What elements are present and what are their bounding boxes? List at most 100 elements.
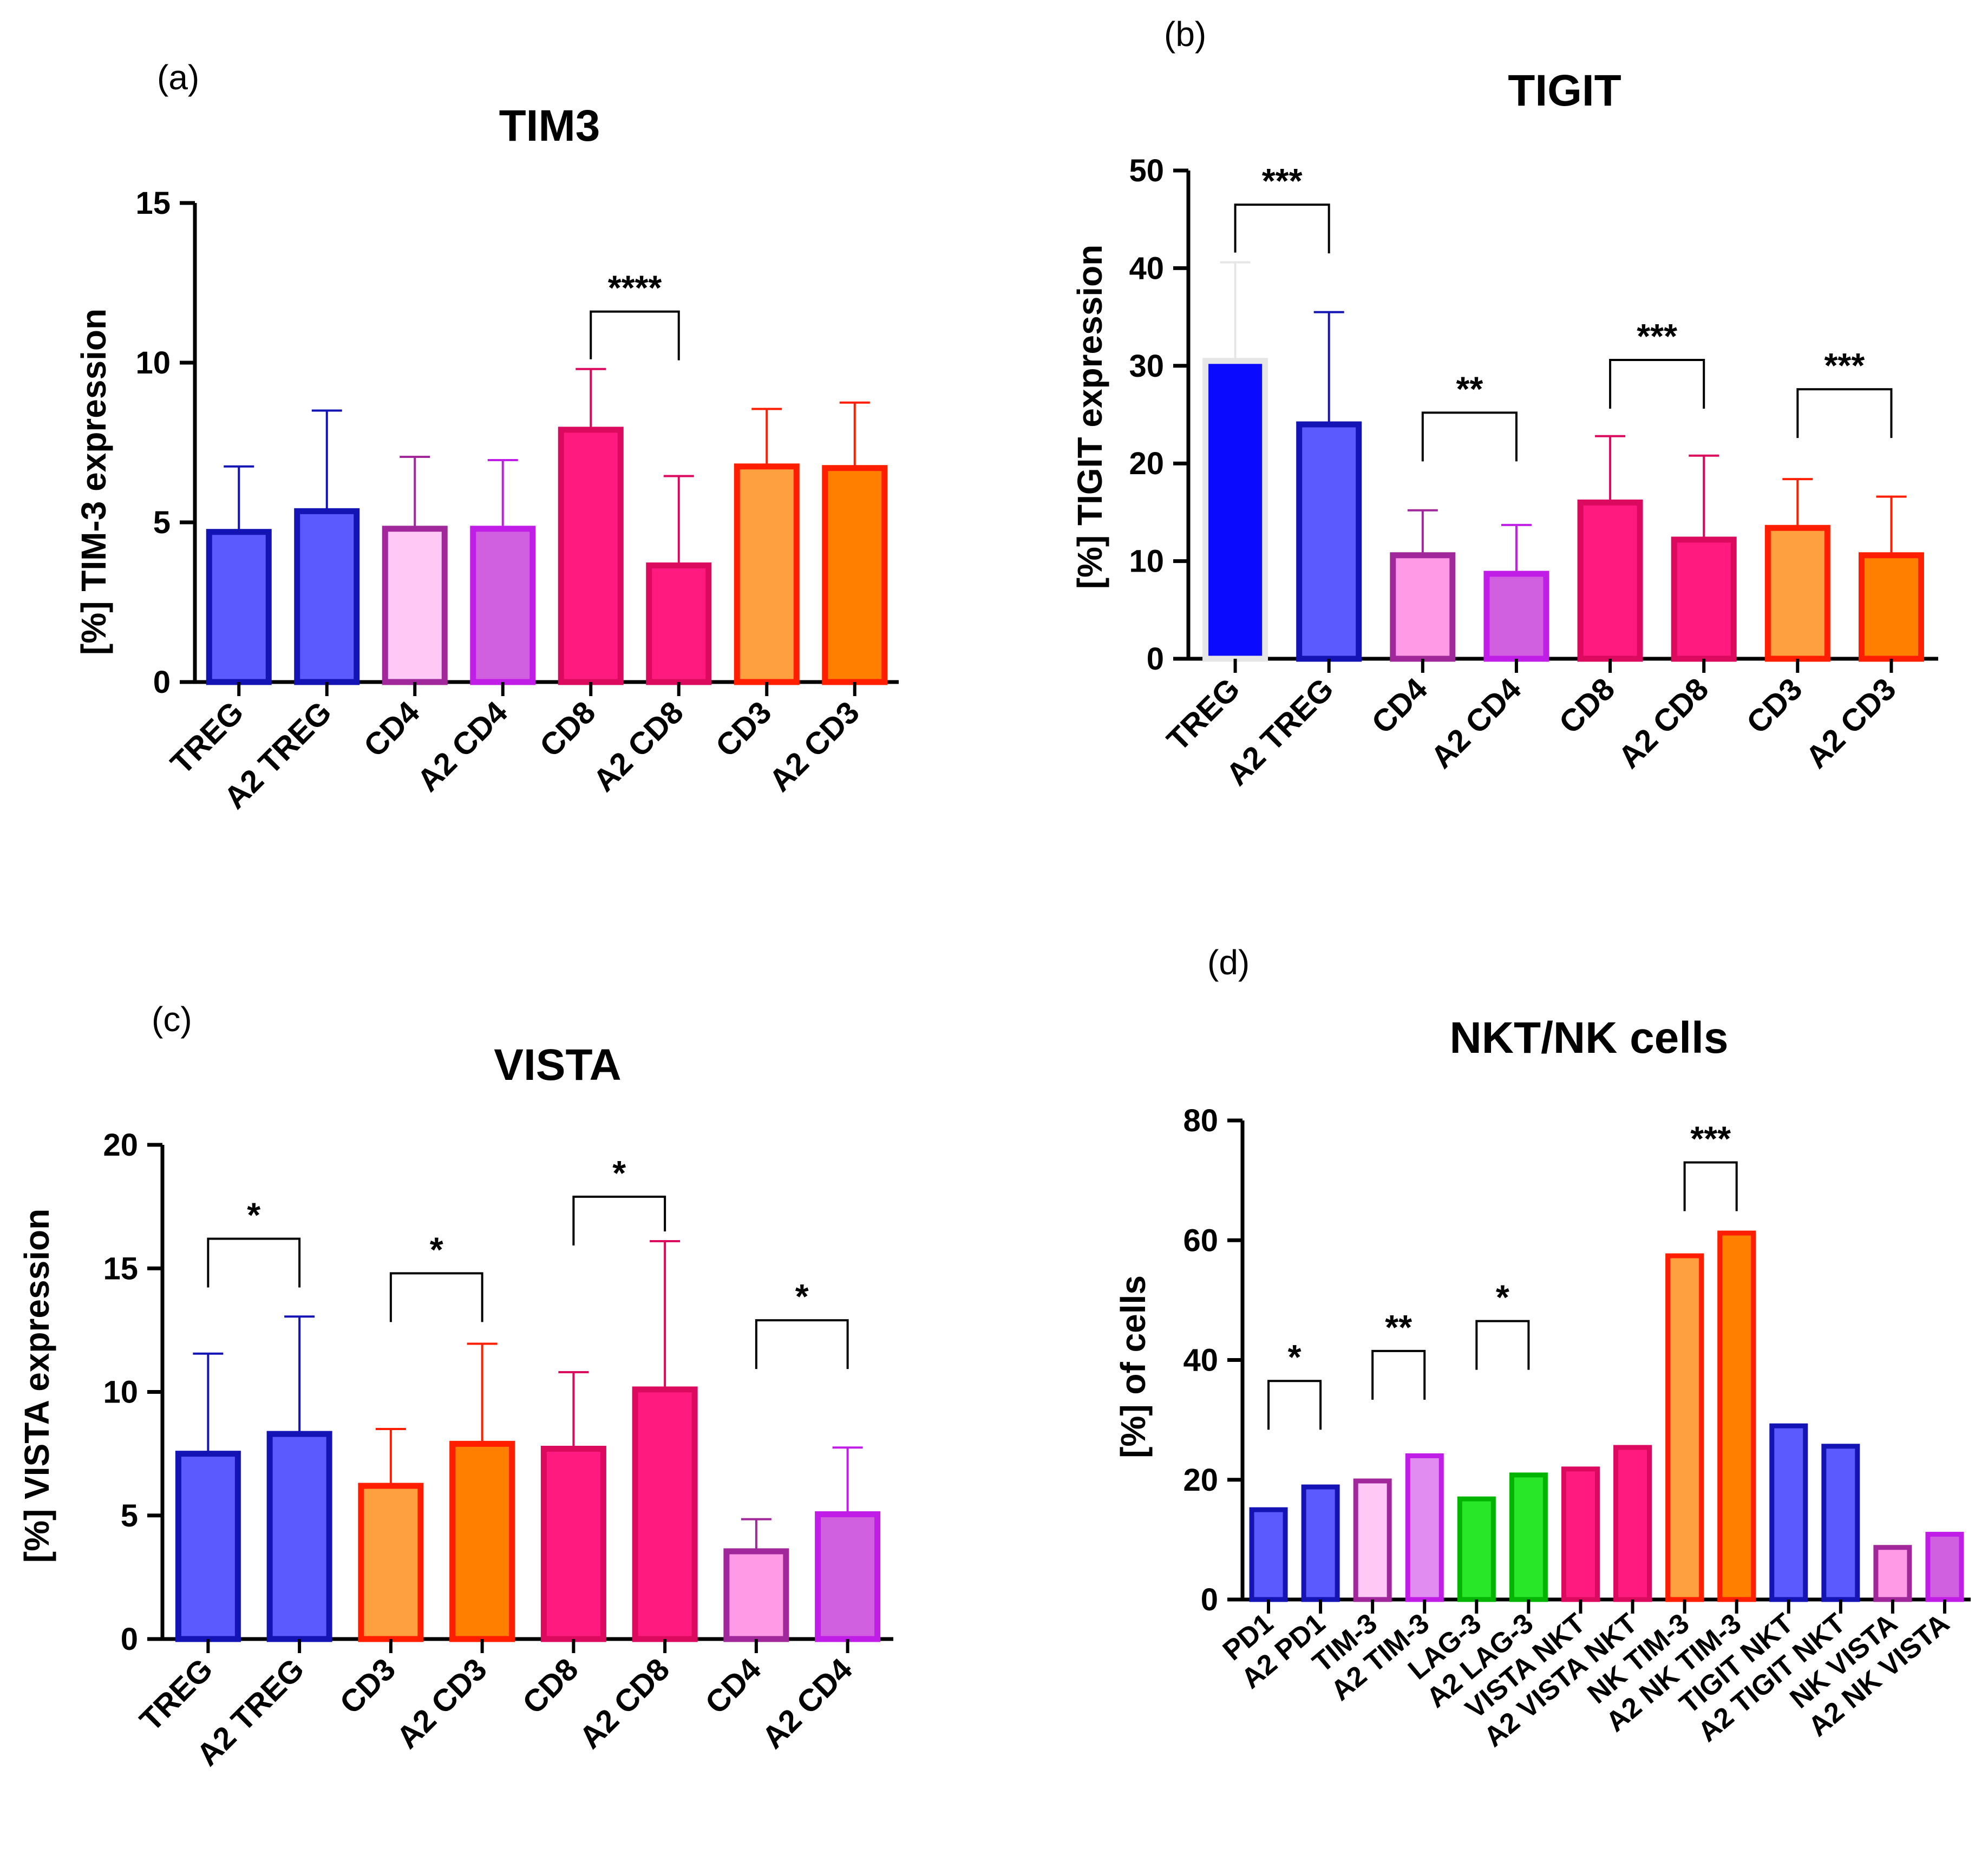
panel-d-bar	[1405, 1453, 1444, 1602]
panel-a-y-axis-label: [%] TIM-3 expression	[74, 309, 113, 655]
panel-c-bar	[358, 1483, 424, 1642]
panel-d-y-tick-label: 40	[1183, 1343, 1218, 1378]
panel-d-significance-label: ***	[1690, 1119, 1731, 1158]
panel-d-y-axis-label: [%] of cells	[1114, 1275, 1153, 1458]
panel-c-y-tick-label: 20	[103, 1128, 138, 1163]
panel-d-significance-bracket	[1683, 1161, 1738, 1211]
panel-d-y-tick-label: 0	[1201, 1582, 1218, 1617]
panel-a-x-tick-label: A2 CD8	[586, 694, 690, 798]
panel-a-bar	[382, 526, 448, 685]
panel-d-y-tick-label: 20	[1183, 1463, 1218, 1498]
panel-b-y-tick-label: 10	[1129, 544, 1164, 579]
panel-b-title: TIGIT	[1508, 66, 1621, 115]
panel-d-bar	[1873, 1545, 1912, 1602]
panel-a-y-tick-label: 5	[153, 505, 171, 540]
panel-a-bar	[206, 529, 272, 685]
panel-a-bar	[294, 508, 360, 685]
panel-b-significance-label: ***	[1824, 346, 1865, 385]
panel-b-bar	[1858, 552, 1924, 662]
panel-b-bar	[1577, 499, 1643, 662]
panel-b-bar	[1202, 358, 1268, 662]
panel-c-x-tick-label: CD8	[516, 1651, 585, 1721]
panel-b-bar	[1296, 421, 1362, 662]
panel-c-bar	[815, 1511, 881, 1642]
panel-a-x-tick-label: CD8	[533, 694, 602, 764]
panel-b-significance-bracket	[1609, 358, 1705, 409]
panel-a-x-tick-label: CD4	[357, 694, 426, 764]
panel-c-title: VISTA	[494, 1040, 621, 1090]
panel-d-significance-bracket	[1371, 1349, 1426, 1400]
panel-d-bar	[1665, 1253, 1704, 1602]
panel-a-bar	[470, 526, 536, 685]
panel-c-x-tick-label: A2 CD4	[755, 1651, 859, 1755]
panel-b-bar	[1483, 571, 1549, 662]
panel-b-x-tick-label: A2 CD8	[1612, 671, 1716, 775]
panel-a-x-tick-label: A2 CD4	[410, 694, 514, 798]
panel-b-x-tick-label: CD3	[1740, 671, 1809, 740]
panel-d-bar	[1925, 1531, 1964, 1602]
panel-c-x-tick-label: A2 CD3	[390, 1651, 494, 1755]
panel-c-significance-bracket	[572, 1195, 666, 1246]
panel-b-y-tick-label: 0	[1147, 641, 1164, 677]
panel-d-bar	[1769, 1423, 1808, 1602]
panel-d-title: NKT/NK cells	[1450, 1013, 1729, 1063]
panel-d-significance-label: *	[1496, 1278, 1509, 1317]
panel-d-bar	[1249, 1507, 1288, 1602]
panel-a-chart: (a) TIM3 [%] TIM-3 expression 0 5 10 15 TREG…	[74, 58, 899, 816]
panel-d-chart: (d) NKT/NK cells [%] of cells 020406080P…	[1114, 943, 1971, 1753]
panel-b-significance-label: ***	[1637, 317, 1677, 356]
panel-c-bar	[632, 1386, 698, 1642]
panel-c-significance-label: *	[795, 1277, 809, 1316]
panel-b-significance-bracket	[1796, 388, 1893, 438]
panel-c-significance-bracket	[755, 1319, 849, 1369]
panel-a-y-tick-label: 15	[135, 186, 171, 221]
panel-b-y-tick-label: 50	[1129, 153, 1164, 188]
panel-b-y-axis-label: [%] TIGIT expression	[1070, 245, 1109, 589]
panel-b-bar	[1390, 552, 1456, 662]
panel-c-bar	[266, 1431, 332, 1642]
panel-b-significance-bracket	[1234, 204, 1330, 254]
panel-b-significance-bracket	[1421, 411, 1518, 462]
panel-c-y-tick-label: 5	[121, 1498, 138, 1533]
panel-b-letter: (b)	[1164, 15, 1206, 54]
panel-d-significance-bracket	[1475, 1320, 1530, 1370]
panel-c-x-tick-label: CD3	[333, 1651, 402, 1721]
panel-c-significance-bracket	[389, 1272, 483, 1322]
panel-d-bar	[1821, 1444, 1860, 1602]
panel-b-significance-label: **	[1456, 369, 1483, 408]
panel-a-bar	[822, 465, 888, 685]
panel-c-significance-label: *	[430, 1230, 443, 1269]
panel-d-bar	[1717, 1230, 1756, 1602]
panel-b-x-tick-label: CD4	[1365, 671, 1434, 740]
panel-b-significance-label: ***	[1262, 161, 1303, 200]
panel-d-bar	[1301, 1484, 1340, 1602]
panel-c-significance-label: *	[247, 1195, 260, 1234]
panel-c-x-tick-label: TREG	[133, 1651, 220, 1738]
panel-c-chart: (c) VISTA [%] VISTA expression 0 5 10 15 20 T…	[17, 1000, 893, 1773]
panel-b-y-tick-label: 20	[1129, 446, 1164, 481]
panel-c-y-axis-label: [%] VISTA expression	[17, 1209, 56, 1563]
panel-c-bar	[723, 1548, 789, 1642]
panel-a-x-tick-label: CD3	[709, 694, 778, 764]
panel-b-bar	[1671, 536, 1737, 662]
panel-a-x-tick-label: A2 CD3	[762, 694, 866, 798]
panel-a-bar	[558, 427, 624, 685]
panel-d-bar	[1457, 1496, 1496, 1602]
panel-a-significance-bracket	[590, 310, 680, 360]
panel-a-bar	[646, 562, 712, 685]
panel-b-bar	[1764, 525, 1830, 662]
panel-d-y-tick-label: 80	[1183, 1103, 1218, 1138]
panel-d-bar	[1561, 1466, 1600, 1602]
panel-b-y-tick-label: 30	[1129, 349, 1164, 384]
panel-c-x-tick-label: CD4	[698, 1651, 768, 1721]
panel-d-bar	[1509, 1472, 1548, 1602]
panel-c-significance-bracket	[207, 1237, 301, 1288]
panel-d-bar	[1613, 1445, 1652, 1602]
panel-b-x-tick-label: A2 CD3	[1799, 671, 1903, 775]
panel-a-letter: (a)	[157, 58, 199, 97]
panel-c-y-tick-label: 0	[121, 1622, 138, 1657]
panel-d-bar	[1353, 1478, 1392, 1602]
panel-d-y-tick-label: 60	[1183, 1223, 1218, 1258]
